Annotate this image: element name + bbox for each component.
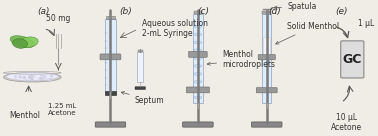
FancyBboxPatch shape [258,55,275,60]
Bar [138,50,143,52]
Text: 1 µL: 1 µL [358,19,374,28]
FancyBboxPatch shape [100,54,121,60]
Ellipse shape [3,72,61,82]
Ellipse shape [194,80,202,83]
Text: (c): (c) [197,7,209,16]
Ellipse shape [12,39,28,48]
Ellipse shape [194,49,202,52]
Text: 10 µL
Acetone: 10 µL Acetone [331,113,362,132]
Bar [263,37,270,57]
FancyBboxPatch shape [251,122,282,127]
Text: Spatula: Spatula [274,2,316,11]
Bar [194,11,202,14]
FancyBboxPatch shape [341,41,364,78]
FancyBboxPatch shape [183,122,213,127]
Text: GC: GC [342,53,362,66]
Text: (d): (d) [268,7,280,16]
Text: (b): (b) [119,7,132,16]
Text: Menthol: Menthol [9,111,40,120]
Bar [262,14,271,103]
FancyBboxPatch shape [135,87,146,89]
FancyBboxPatch shape [256,88,277,93]
Ellipse shape [194,25,202,28]
Text: (a): (a) [37,7,50,16]
Ellipse shape [194,41,202,44]
Bar [193,14,203,103]
Bar [105,16,115,19]
Bar [262,11,271,14]
Text: Solid Menthol: Solid Menthol [276,22,339,44]
Text: Aqueous solution
2-mL Syringe: Aqueous solution 2-mL Syringe [142,19,208,38]
Ellipse shape [194,33,202,36]
Ellipse shape [194,65,202,67]
Ellipse shape [6,72,58,81]
Bar [137,52,143,82]
Ellipse shape [194,72,202,75]
Bar [105,91,116,95]
Text: 50 mg: 50 mg [46,14,71,23]
Ellipse shape [10,36,34,48]
Text: Menthol
microdroplets: Menthol microdroplets [207,50,275,69]
Ellipse shape [194,88,202,91]
Text: 1.25 mL
Acetone: 1.25 mL Acetone [48,103,76,116]
FancyBboxPatch shape [189,51,207,57]
Text: Septum: Septum [121,92,164,105]
Text: (e): (e) [335,7,347,16]
FancyBboxPatch shape [186,87,209,93]
Ellipse shape [194,96,202,99]
Ellipse shape [19,37,38,48]
Ellipse shape [194,57,202,60]
Bar [105,19,116,92]
FancyBboxPatch shape [95,122,126,127]
